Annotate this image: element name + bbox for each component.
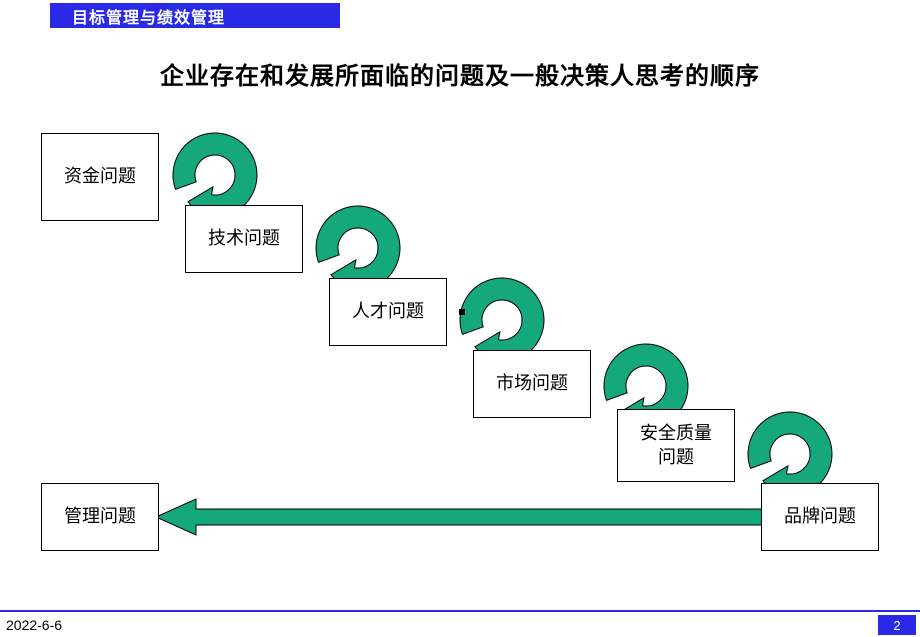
footer-divider xyxy=(0,610,920,612)
box-label: 技术问题 xyxy=(208,227,280,250)
center-marker xyxy=(459,309,465,315)
box-label: 市场问题 xyxy=(496,372,568,395)
box-label: 人才问题 xyxy=(352,300,424,323)
footer-page-number: 2 xyxy=(878,615,916,635)
box-label: 安全质量 问题 xyxy=(640,422,712,469)
box-b7: 管理问题 xyxy=(41,483,159,551)
box-b6: 品牌问题 xyxy=(761,483,879,551)
flowchart: 资金问题技术问题人才问题市场问题安全质量 问题品牌问题 管理问题 xyxy=(0,0,920,637)
straight-arrow xyxy=(156,499,764,535)
footer-date: 2022-6-6 xyxy=(6,617,62,633)
box-b1: 资金问题 xyxy=(41,133,159,221)
box-label: 资金问题 xyxy=(64,165,136,188)
box-b4: 市场问题 xyxy=(473,350,591,418)
box-b5: 安全质量 问题 xyxy=(617,409,735,482)
box-label: 管理问题 xyxy=(64,505,136,528)
box-b2: 技术问题 xyxy=(185,205,303,273)
box-label: 品牌问题 xyxy=(784,505,856,528)
box-b3: 人才问题 xyxy=(329,278,447,346)
